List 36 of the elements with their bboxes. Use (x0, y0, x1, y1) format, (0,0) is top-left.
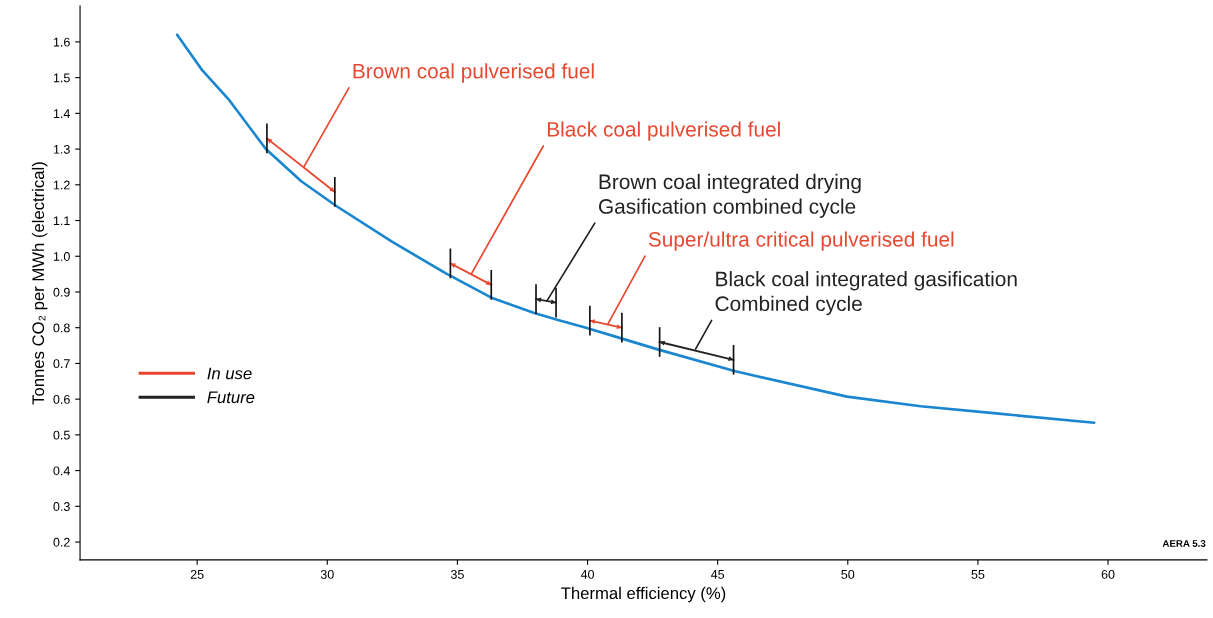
y-tick-label: 0.7 (53, 359, 70, 369)
x-axis-title: Thermal efficiency (%) (561, 586, 726, 603)
annotation: Brown coal integrated drying Gasification combined cycle (598, 173, 861, 218)
y-tick-label: 0.8 (53, 323, 70, 333)
y-tick-label: 1.5 (53, 73, 70, 83)
annotation: AERA 5.3 (1162, 540, 1206, 547)
y-tick-label: 0.4 (53, 466, 70, 476)
y-tick-label: 1.2 (53, 180, 70, 190)
y-tick-label: 0.2 (53, 537, 70, 547)
point (450, 263, 456, 268)
x-tick-label: 35 (450, 569, 464, 579)
x-tick-label: 50 (841, 569, 855, 579)
annotation: Super/ultra critical pulverised fuel (648, 231, 954, 251)
y-tick-label: 1.3 (53, 144, 70, 154)
y-tick-label: 0.9 (53, 287, 70, 297)
y-axis-title: Tonnes CO₂ per MWh (electrical) (31, 162, 48, 405)
legend-label: Future (207, 391, 255, 404)
y-tick-label: 1.6 (53, 37, 70, 47)
annotation: Black coal pulverised fuel (547, 121, 780, 141)
y-tick-label: 1.0 (53, 252, 70, 261)
y-tick-label: 1.1 (53, 216, 70, 226)
x-tick-label: 45 (711, 570, 725, 579)
x-tick-label: 40 (580, 569, 595, 579)
y-tick-label: 0.6 (53, 394, 70, 404)
x-tick-label: 25 (190, 569, 204, 579)
legend-label: In use (207, 367, 252, 380)
annotation: Black coal integrated gasification Combined cycle (715, 271, 1017, 316)
x-tick-label: 30 (320, 569, 334, 579)
x-tick-label: 55 (971, 570, 985, 579)
annotation: Brown coal pulverised fuel (353, 63, 594, 83)
y-tick-label: 0.5 (53, 430, 70, 440)
y-tick-label: 0.3 (53, 502, 70, 511)
line-series (175, 33, 1096, 425)
x-tick-label: 60 (1101, 569, 1115, 579)
y-tick-label: 1.4 (53, 109, 70, 118)
point (536, 297, 542, 303)
